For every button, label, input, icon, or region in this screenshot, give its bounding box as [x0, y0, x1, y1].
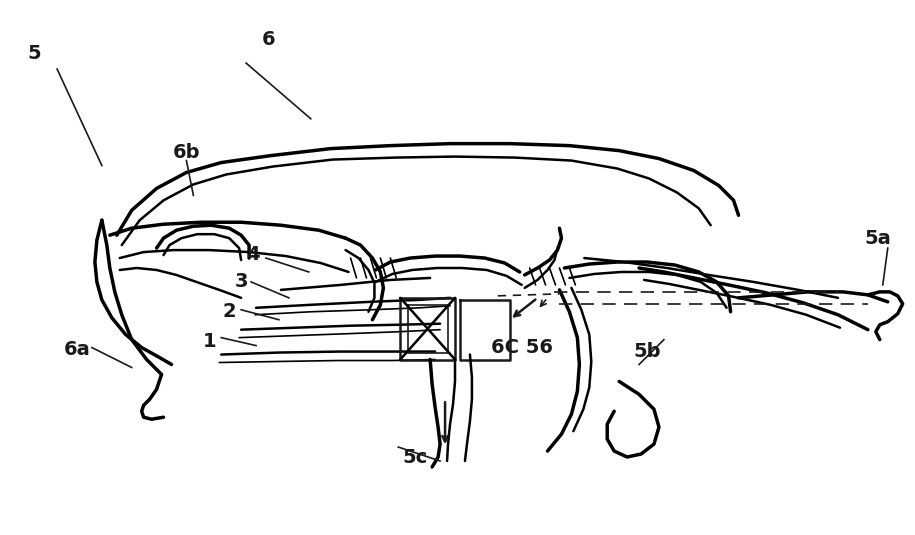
- Text: 4: 4: [246, 244, 260, 264]
- Text: 5c: 5c: [403, 447, 428, 467]
- Text: 6a: 6a: [64, 340, 91, 359]
- Text: 5a: 5a: [865, 228, 891, 248]
- Text: 6C 56: 6C 56: [490, 338, 553, 357]
- Text: 5b: 5b: [633, 342, 661, 361]
- Text: 6: 6: [263, 29, 275, 49]
- Text: 1: 1: [202, 332, 216, 351]
- Text: 5: 5: [27, 44, 41, 63]
- Text: 3: 3: [234, 272, 248, 292]
- Text: 6b: 6b: [173, 143, 200, 162]
- Text: 2: 2: [222, 302, 236, 322]
